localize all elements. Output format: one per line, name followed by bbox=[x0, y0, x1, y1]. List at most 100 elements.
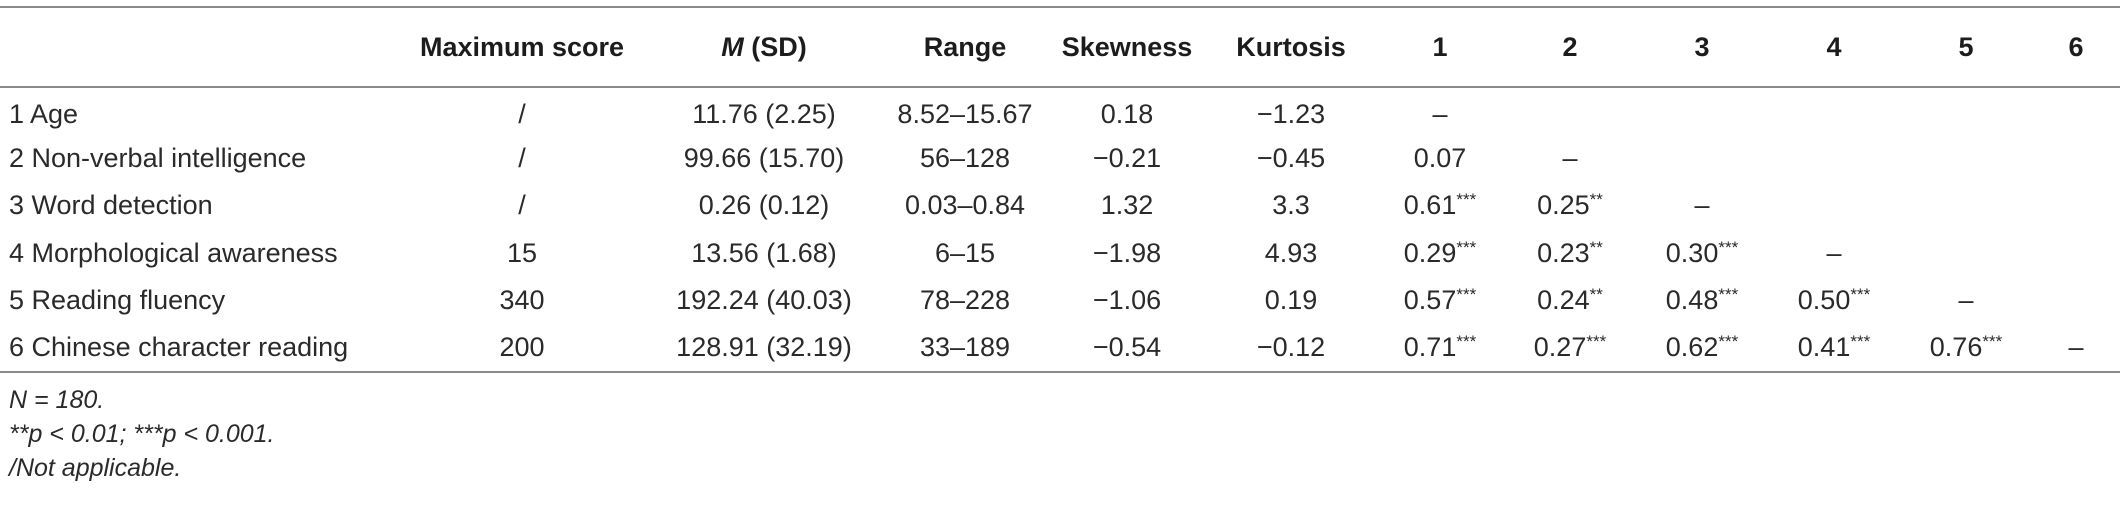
note-sample-size: N = 180. bbox=[9, 386, 105, 414]
maximum-score-cell: 200 bbox=[398, 324, 646, 373]
variable-name-cell: 4 Morphological awareness bbox=[9, 237, 338, 268]
significance-marker: *** bbox=[1718, 237, 1739, 257]
skewness-cell: −1.06 bbox=[1092, 285, 1162, 316]
correlation-value: – bbox=[1694, 190, 1710, 221]
maximum-score-cell: 15 bbox=[506, 237, 538, 268]
table-notes: N = 180. **p < 0.01; ***p < 0.001. /Not … bbox=[0, 383, 2120, 485]
significance-marker: *** bbox=[1718, 285, 1739, 305]
correlation-value: 0.48 bbox=[1665, 285, 1719, 316]
correlation-cell-4 bbox=[1768, 135, 1900, 183]
correlation-cell-1: 0.61*** bbox=[1376, 182, 1504, 230]
table-row: 3 Word detection / 0.26 (0.12) 0.03–0.84 1.3… bbox=[0, 182, 2120, 230]
correlation-value: 0.57 bbox=[1403, 285, 1457, 316]
maximum-score-cell: / bbox=[518, 190, 526, 221]
significance-marker: *** bbox=[1456, 190, 1477, 210]
kurtosis-cell: −0.12 bbox=[1206, 324, 1376, 373]
correlation-cell-4: – bbox=[1768, 230, 1900, 278]
maximum-score-cell: 340 bbox=[499, 285, 545, 316]
range-cell: 8.52–15.67 bbox=[897, 98, 1033, 129]
kurtosis-cell: 3.3 bbox=[1272, 190, 1310, 221]
column-header-5: 5 bbox=[1900, 6, 2032, 88]
mean-sd-cell: 0.26 (0.12) bbox=[698, 190, 830, 221]
correlation-cell-2 bbox=[1504, 87, 1636, 135]
range-cell: 0.03–0.84 bbox=[904, 190, 1026, 221]
correlation-value: 0.30 bbox=[1665, 237, 1719, 268]
correlation-cell-6 bbox=[2032, 230, 2120, 278]
significance-marker: ** bbox=[1589, 285, 1603, 305]
column-header-1: 1 bbox=[1376, 6, 1504, 88]
range-cell: 56–128 bbox=[919, 142, 1011, 173]
column-header-variable bbox=[0, 6, 398, 88]
header-row: Maximum score M (SD) Range Skewness Kurt… bbox=[0, 6, 2120, 88]
correlation-value: – bbox=[2068, 332, 2084, 363]
correlation-value: – bbox=[1958, 285, 1974, 316]
column-header-mean-symbol: M bbox=[721, 31, 744, 62]
correlation-cell-3: 0.62*** bbox=[1636, 324, 1768, 373]
column-header-2: 2 bbox=[1504, 6, 1636, 88]
column-header-4: 4 bbox=[1768, 6, 1900, 88]
correlation-cell-1: 0.71*** bbox=[1376, 324, 1504, 373]
significance-marker: *** bbox=[1982, 332, 2003, 352]
column-header-skewness: Skewness bbox=[1048, 6, 1206, 88]
correlation-value: 0.27 bbox=[1533, 332, 1587, 363]
significance-marker: *** bbox=[1850, 285, 1871, 305]
significance-marker: *** bbox=[1850, 332, 1871, 352]
correlation-cell-6: – bbox=[2032, 324, 2120, 373]
skewness-cell: 1.32 bbox=[1100, 190, 1154, 221]
variable-name-cell: 2 Non-verbal intelligence bbox=[9, 142, 307, 173]
correlation-cell-3: – bbox=[1636, 182, 1768, 230]
significance-marker: *** bbox=[1586, 332, 1607, 352]
correlation-cell-4 bbox=[1768, 182, 1900, 230]
correlation-cell-5 bbox=[1900, 230, 2032, 278]
range-cell: 78–228 bbox=[919, 285, 1011, 316]
correlation-cell-2: 0.27*** bbox=[1504, 324, 1636, 373]
correlation-cell-1: 0.07 bbox=[1376, 135, 1504, 183]
correlation-cell-1: – bbox=[1376, 87, 1504, 135]
range-cell: 6–15 bbox=[934, 237, 996, 268]
correlation-cell-6 bbox=[2032, 277, 2120, 325]
correlation-cell-4: 0.50*** bbox=[1768, 277, 1900, 325]
correlation-cell-5: – bbox=[1900, 277, 2032, 325]
correlation-value: 0.07 bbox=[1413, 142, 1467, 173]
significance-marker: *** bbox=[1718, 332, 1739, 352]
correlation-value: 0.25 bbox=[1537, 190, 1590, 221]
range-cell: 33–189 bbox=[882, 324, 1048, 373]
correlation-cell-5 bbox=[1900, 135, 2032, 183]
correlation-cell-3 bbox=[1636, 135, 1768, 183]
mean-sd-cell: 13.56 (1.68) bbox=[691, 237, 837, 268]
table-row: 2 Non-verbal intelligence / 99.66 (15.70) 5… bbox=[0, 135, 2120, 183]
correlation-cell-5 bbox=[1900, 182, 2032, 230]
significance-marker: *** bbox=[1456, 285, 1477, 305]
correlation-value: 0.62 bbox=[1665, 332, 1719, 363]
correlation-cell-3 bbox=[1636, 87, 1768, 135]
correlation-value: 0.61 bbox=[1403, 190, 1457, 221]
kurtosis-cell: −1.23 bbox=[1256, 98, 1326, 129]
variable-name-cell: 1 Age bbox=[9, 98, 79, 129]
correlation-value: 0.50 bbox=[1797, 285, 1851, 316]
table-body: 1 Age/11.76 (2.25) 8.52–15.67 0.18 −1.23–2 … bbox=[0, 87, 2120, 373]
correlation-cell-1: 0.57*** bbox=[1376, 277, 1504, 325]
correlation-value: 0.29 bbox=[1403, 237, 1457, 268]
descriptive-statistics-table: Maximum score M (SD) Range Skewness Kurt… bbox=[0, 6, 2120, 373]
descriptive-statistics-table-container: Maximum score M (SD) Range Skewness Kurt… bbox=[0, 6, 2120, 485]
mean-sd-cell: 99.66 (15.70) bbox=[683, 142, 845, 173]
table-row: 5 Reading fluency 340 192.24 (40.03) 78–228… bbox=[0, 277, 2120, 325]
correlation-value: – bbox=[1562, 142, 1578, 173]
mean-sd-cell: 128.91 (32.19) bbox=[646, 324, 882, 373]
mean-sd-cell: 192.24 (40.03) bbox=[676, 285, 852, 316]
significance-marker: ** bbox=[1589, 190, 1603, 210]
note-significance: **p < 0.01; ***p < 0.001. bbox=[9, 420, 275, 448]
column-header-3: 3 bbox=[1636, 6, 1768, 88]
correlation-cell-2: 0.24** bbox=[1504, 277, 1636, 325]
correlation-cell-6 bbox=[2032, 182, 2120, 230]
table-header: Maximum score M (SD) Range Skewness Kurt… bbox=[0, 6, 2120, 88]
column-header-sd-label: (SD) bbox=[743, 31, 807, 62]
correlation-cell-5 bbox=[1900, 87, 2032, 135]
kurtosis-cell: −0.45 bbox=[1256, 142, 1326, 173]
table-row: 4 Morphological awareness 15 13.56 (1.68) 6… bbox=[0, 230, 2120, 278]
correlation-cell-6 bbox=[2032, 135, 2120, 183]
variable-name-cell: 6 Chinese character reading bbox=[0, 324, 398, 373]
kurtosis-cell: 0.19 bbox=[1264, 285, 1318, 316]
correlation-value: – bbox=[1826, 237, 1842, 268]
variable-name-cell: 5 Reading fluency bbox=[9, 285, 226, 316]
